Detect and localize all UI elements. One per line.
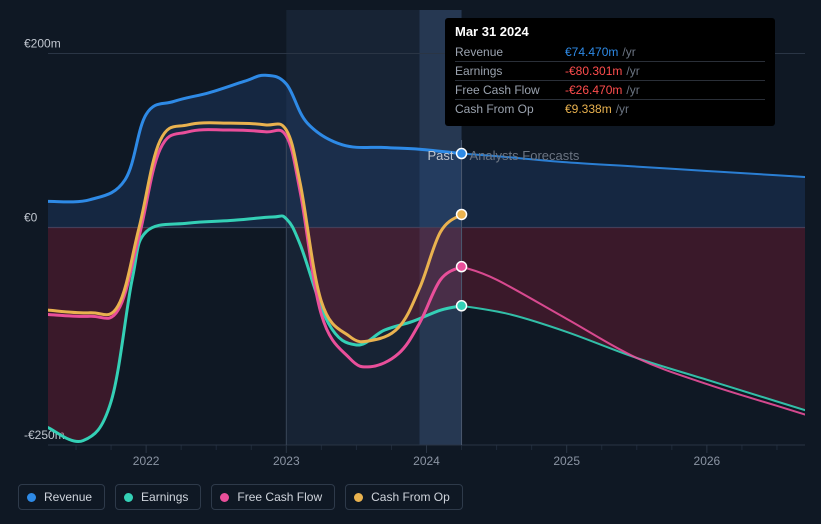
tooltip-row-label: Earnings [455,62,565,81]
svg-text:2026: 2026 [694,454,721,468]
tooltip-row-label: Cash From Op [455,100,565,119]
tooltip-row-value: €9.338m/yr [565,100,765,119]
svg-text:2023: 2023 [273,454,300,468]
tooltip-row-value: -€80.301m/yr [565,62,765,81]
legend-dot-icon [220,493,229,502]
legend-dot-icon [27,493,36,502]
svg-text:2024: 2024 [413,454,440,468]
tooltip-table: Revenue€74.470m/yrEarnings-€80.301m/yrFr… [455,43,765,118]
financials-chart: €200m€0-€250m20222023202420252026PastAna… [0,0,821,524]
svg-text:2025: 2025 [553,454,580,468]
svg-text:€0: €0 [24,211,38,225]
legend-item-revenue[interactable]: Revenue [18,484,105,510]
svg-text:Past: Past [428,148,454,163]
legend-item-earnings[interactable]: Earnings [115,484,201,510]
svg-text:Analysts Forecasts: Analysts Forecasts [470,148,580,163]
legend-dot-icon [354,493,363,502]
chart-legend: Revenue Earnings Free Cash Flow Cash From O… [18,484,463,510]
tooltip-row-label: Free Cash Flow [455,81,565,100]
tooltip-row-value: -€26.470m/yr [565,81,765,100]
tooltip-date: Mar 31 2024 [455,24,765,39]
tooltip-row-label: Revenue [455,43,565,62]
chart-tooltip: Mar 31 2024 Revenue€74.470m/yrEarnings-€… [445,18,775,126]
legend-label: Free Cash Flow [237,490,322,504]
tooltip-row-value: €74.470m/yr [565,43,765,62]
legend-dot-icon [124,493,133,502]
svg-text:€200m: €200m [24,37,61,51]
legend-label: Cash From Op [371,490,450,504]
legend-item-cfo[interactable]: Cash From Op [345,484,463,510]
legend-label: Earnings [141,490,188,504]
svg-text:2022: 2022 [133,454,160,468]
legend-item-fcf[interactable]: Free Cash Flow [211,484,335,510]
legend-label: Revenue [44,490,92,504]
